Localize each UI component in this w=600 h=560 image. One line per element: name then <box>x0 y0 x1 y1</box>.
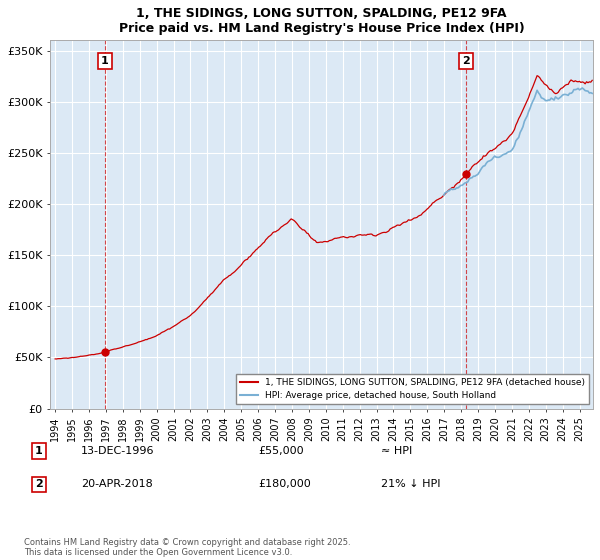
Text: 2: 2 <box>35 479 43 489</box>
Text: 1: 1 <box>101 56 109 66</box>
Text: 20-APR-2018: 20-APR-2018 <box>81 479 153 489</box>
Legend: 1, THE SIDINGS, LONG SUTTON, SPALDING, PE12 9FA (detached house), HPI: Average p: 1, THE SIDINGS, LONG SUTTON, SPALDING, P… <box>236 374 589 404</box>
Text: Contains HM Land Registry data © Crown copyright and database right 2025.
This d: Contains HM Land Registry data © Crown c… <box>24 538 350 557</box>
Text: 2: 2 <box>462 56 470 66</box>
Text: 13-DEC-1996: 13-DEC-1996 <box>81 446 155 456</box>
Title: 1, THE SIDINGS, LONG SUTTON, SPALDING, PE12 9FA
Price paid vs. HM Land Registry': 1, THE SIDINGS, LONG SUTTON, SPALDING, P… <box>119 7 524 35</box>
Text: £180,000: £180,000 <box>258 479 311 489</box>
Text: 1: 1 <box>35 446 43 456</box>
Text: 21% ↓ HPI: 21% ↓ HPI <box>381 479 440 489</box>
Text: ≈ HPI: ≈ HPI <box>381 446 412 456</box>
Text: £55,000: £55,000 <box>258 446 304 456</box>
